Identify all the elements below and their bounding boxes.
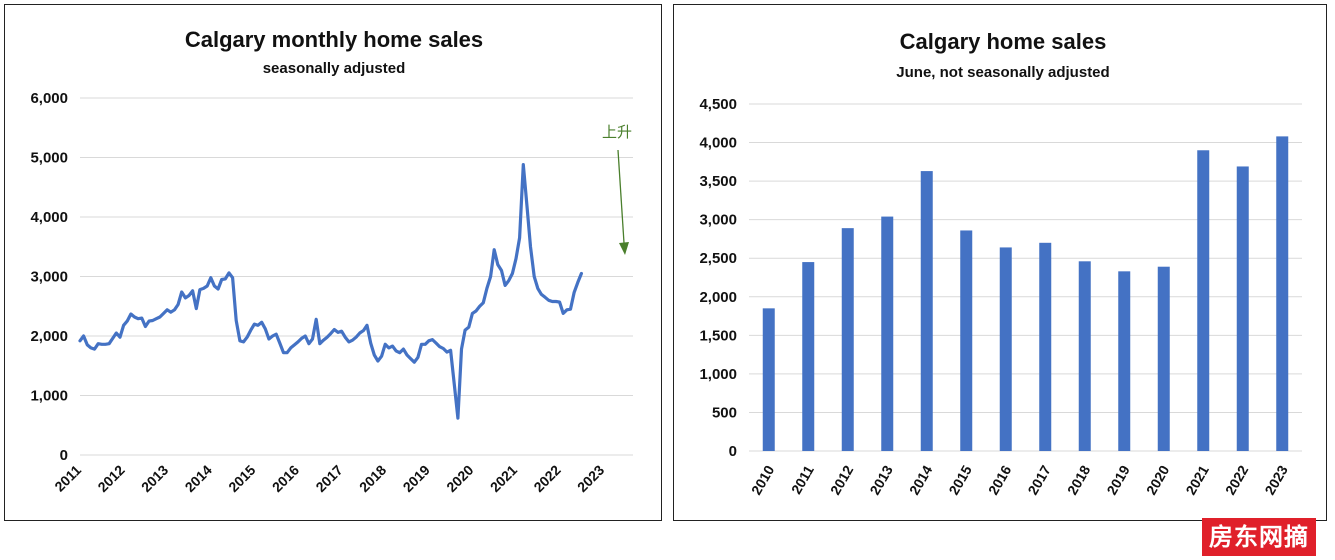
y-tick-label: 5,000	[30, 150, 68, 167]
x-tick-label: 2020	[443, 462, 476, 495]
x-tick-label: 2014	[182, 462, 215, 495]
june-sales-bar-chart: Calgary home sales June, not seasonally …	[699, 29, 1302, 497]
annotation-label: 上升	[602, 123, 632, 141]
x-tick-label: 2019	[400, 462, 433, 495]
x-tick-label: 2021	[1182, 462, 1212, 497]
x-tick-label: 2017	[312, 462, 345, 495]
chart-subtitle: June, not seasonally adjusted	[896, 64, 1109, 81]
x-tick-label: 2017	[1024, 462, 1054, 497]
x-tick-label: 2011	[51, 462, 84, 495]
chart-subtitle: seasonally adjusted	[263, 60, 406, 77]
x-tick-label: 2015	[945, 462, 975, 497]
x-tick-label: 2013	[866, 462, 896, 497]
y-tick-label: 0	[60, 447, 68, 464]
y-tick-label: 3,000	[30, 269, 68, 286]
x-tick-label: 2018	[1064, 462, 1094, 497]
x-tick-label: 2019	[1103, 462, 1133, 497]
x-tick-label: 2013	[138, 462, 171, 495]
bar-2012	[841, 228, 854, 451]
x-tick-label: 2016	[985, 462, 1015, 497]
y-tick-label: 3,500	[699, 173, 737, 190]
watermark-badge: 房东网摘	[1202, 518, 1316, 556]
x-tick-label: 2018	[356, 462, 389, 495]
bar-2019	[1118, 271, 1131, 451]
x-tick-label: 2011	[788, 462, 817, 496]
x-tick-label: 2014	[906, 462, 936, 497]
bar-2020	[1157, 266, 1170, 451]
bar-2017	[1039, 242, 1052, 451]
x-tick-label: 2012	[94, 462, 127, 495]
june-sales-chart-panel: Calgary home sales June, not seasonally …	[673, 4, 1327, 521]
monthly-sales-line-chart: Calgary monthly home sales seasonally ad…	[30, 27, 633, 495]
x-tick-label: 2016	[269, 462, 302, 495]
y-tick-label: 0	[729, 443, 737, 460]
chart-title: Calgary home sales	[900, 29, 1107, 54]
y-tick-label: 4,000	[30, 209, 68, 226]
annotation-arrow	[617, 149, 625, 244]
x-tick-label: 2023	[1261, 462, 1291, 497]
bar-2016	[999, 247, 1012, 451]
bar-2021	[1197, 150, 1210, 451]
bar-2022	[1236, 166, 1249, 451]
bar-2010	[762, 308, 775, 451]
x-tick-label: 2022	[530, 462, 563, 495]
series-line	[78, 163, 583, 420]
bar-2018	[1078, 261, 1091, 451]
y-tick-label: 2,000	[30, 328, 68, 345]
bar-2015	[960, 230, 973, 451]
annotation-arrowhead	[619, 242, 629, 255]
x-tick-label: 2015	[225, 462, 258, 495]
x-tick-label: 2012	[827, 462, 857, 497]
y-tick-label: 1,000	[699, 366, 737, 383]
monthly-sales-chart-panel: Calgary monthly home sales seasonally ad…	[4, 4, 662, 521]
y-tick-label: 500	[712, 404, 737, 421]
y-tick-label: 6,000	[30, 90, 68, 107]
x-tick-label: 2010	[748, 462, 778, 497]
chart-title: Calgary monthly home sales	[185, 27, 483, 52]
y-tick-label: 2,000	[699, 289, 737, 306]
bar-2011	[802, 262, 815, 451]
y-tick-label: 3,000	[699, 212, 737, 229]
y-tick-label: 1,500	[699, 327, 737, 344]
x-tick-label: 2021	[487, 462, 520, 495]
y-tick-label: 4,500	[699, 96, 737, 113]
x-tick-label: 2023	[574, 462, 607, 495]
y-tick-label: 4,000	[699, 135, 737, 152]
bar-2013	[881, 216, 894, 451]
bar-2014	[920, 171, 933, 451]
x-tick-label: 2020	[1143, 462, 1173, 497]
bar-2023	[1276, 136, 1289, 452]
x-tick-label: 2022	[1222, 462, 1252, 497]
y-tick-label: 1,000	[30, 388, 68, 405]
y-tick-label: 2,500	[699, 250, 737, 267]
